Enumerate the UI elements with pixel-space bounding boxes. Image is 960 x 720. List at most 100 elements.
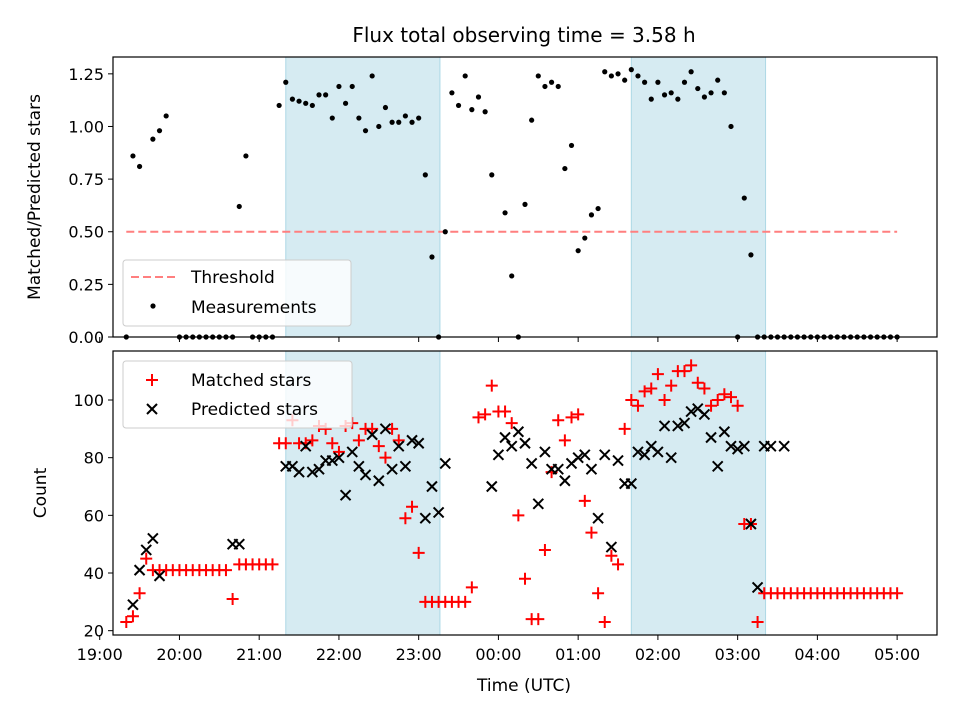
predicted-star-point	[326, 454, 338, 467]
matched-star-point	[685, 359, 698, 372]
predicted-star-point	[127, 599, 139, 611]
measurement-point	[695, 85, 701, 92]
predicted-star-point	[599, 449, 611, 461]
measurement-point	[721, 90, 727, 96]
predicted-star-point	[778, 440, 790, 452]
matched-star-point	[585, 526, 598, 539]
count-x-tick-label: 01:00	[555, 645, 601, 664]
ratio-legend: Threshold Measurements	[122, 259, 352, 327]
ratio-legend-box	[122, 259, 352, 327]
measurement-point	[243, 153, 249, 159]
predicted-star-point	[373, 475, 385, 487]
matched-star-point	[751, 616, 764, 629]
measurement-point	[376, 123, 382, 130]
matched-star-point	[279, 437, 292, 450]
ratio-y-tick-label: 1.25	[68, 65, 104, 84]
matched-star-point	[598, 616, 611, 629]
measurement-point	[342, 100, 349, 106]
count-x-tick-label: 02:00	[635, 645, 681, 664]
predicted-star-point	[506, 440, 518, 452]
count-x-tick-label: 22:00	[316, 645, 362, 664]
matched-star-point	[399, 512, 412, 525]
measurement-point	[349, 83, 355, 90]
matched-star-point	[512, 509, 525, 522]
measurement-point	[502, 210, 508, 216]
count-panel: 20 40 60 80 100 19:00 20:00 21:00 22:00 23:00 00:0…	[31, 350, 938, 696]
matched-star-point	[126, 610, 139, 623]
matched-star-point	[612, 558, 625, 571]
measurement-point	[715, 77, 721, 83]
measurement-point	[396, 119, 402, 125]
predicted-star-point	[512, 426, 525, 438]
measurement-point	[622, 77, 628, 83]
legend-predicted-swatch	[146, 403, 158, 415]
count-x-tick-label: 23:00	[396, 645, 442, 664]
legend-matched-swatch	[146, 374, 158, 386]
measurement-point	[635, 73, 641, 79]
predicted-star-point	[698, 408, 711, 421]
predicted-star-point	[339, 489, 352, 501]
count-axes: 20 40 60 80 100 19:00 20:00 21:00 22:00 23:00 00:0…	[73, 391, 920, 664]
predicted-star-point	[386, 463, 398, 475]
predicted-star-point	[233, 538, 245, 550]
observing-window-band	[631, 351, 766, 635]
count-plot-frame	[112, 350, 938, 636]
count-marks	[120, 359, 904, 629]
measurement-point	[409, 119, 415, 125]
predicted-star-point	[745, 518, 757, 530]
measurement-point	[336, 83, 342, 90]
matched-star-point	[465, 581, 478, 594]
measurement-point	[276, 102, 282, 109]
matched-star-point	[645, 382, 658, 395]
predicted-star-point	[658, 420, 671, 432]
measurement-point	[296, 98, 302, 104]
measurement-point	[648, 96, 654, 102]
predicted-star-point	[353, 460, 365, 473]
count-legend-box	[122, 360, 353, 429]
ratio-panel: 0.00 0.25 0.50 0.75 1.00 1.25 Matched/Predict…	[25, 56, 938, 347]
count-legend: Matched stars Predicted stars	[122, 360, 353, 429]
measurement-point	[236, 203, 242, 210]
legend-threshold-label: Threshold	[190, 268, 275, 288]
matched-star-point	[625, 394, 638, 407]
measurement-point	[150, 136, 156, 142]
measurement-point	[668, 90, 674, 96]
matched-star-point	[332, 445, 345, 458]
predicted-star-point	[412, 437, 425, 449]
matched-star-point	[392, 434, 405, 447]
predicted-star-point	[366, 428, 378, 441]
measurement-point	[522, 201, 528, 207]
matched-star-point	[665, 379, 678, 392]
count-x-tick-label: 04:00	[794, 645, 840, 664]
predicted-star-point	[738, 440, 750, 452]
measurement-point	[588, 212, 595, 218]
measurement-point	[422, 172, 428, 178]
measurement-point	[529, 117, 535, 123]
measurement-point	[389, 119, 395, 125]
predicted-star-point	[419, 512, 432, 524]
predicted-star-point	[685, 405, 697, 418]
matched-star-point	[226, 592, 239, 605]
predicted-star-point	[333, 451, 345, 464]
matched-star-point	[565, 411, 578, 424]
predicted-star-point	[672, 420, 684, 432]
predicted-star-point	[731, 443, 744, 455]
count-y-tick-label: 40	[84, 564, 104, 583]
measurement-point	[382, 104, 389, 111]
measurement-point	[416, 115, 422, 121]
matched-star-point	[379, 451, 392, 464]
predicted-star-point	[379, 423, 392, 435]
matched-star-point	[658, 394, 671, 407]
measurement-point	[555, 83, 561, 90]
count-y-axis-label: Count	[31, 467, 51, 518]
matched-star-point	[651, 368, 664, 381]
predicted-star-point	[612, 454, 624, 467]
predicted-star-point	[346, 446, 358, 458]
matched-star-point	[718, 388, 731, 401]
predicted-star-point	[579, 449, 591, 461]
matched-star-point	[891, 587, 904, 600]
legend-matched-label: Matched stars	[191, 371, 311, 391]
measurement-point	[369, 73, 375, 79]
ratio-y-tick-label: 0.00	[68, 328, 104, 347]
matched-star-point	[459, 595, 472, 608]
